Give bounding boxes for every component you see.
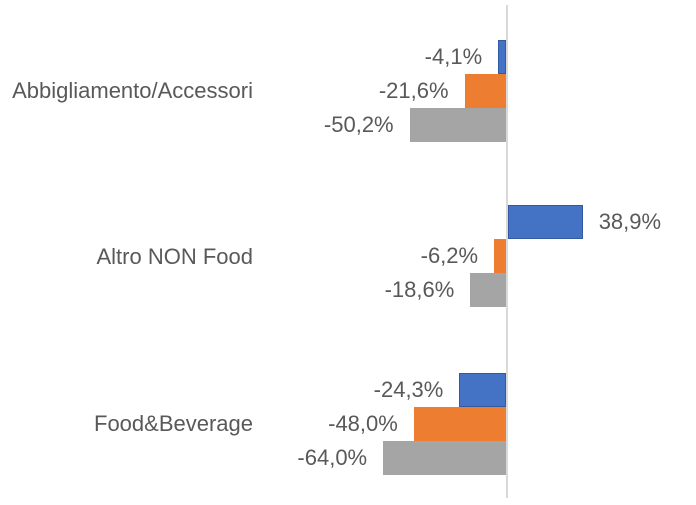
data-label-series-blue-3: -24,3% [373,377,444,402]
category-axis-line [506,5,508,498]
bar-series-gray-2 [470,273,506,307]
bar-series-orange-3 [413,407,506,441]
category-label-food-beverage: Food&Beverage [94,411,253,436]
bar-series-blue-1 [498,40,506,74]
data-label-series-blue-1: -4,1% [424,44,483,69]
data-label-series-orange-2: -6,2% [420,243,479,268]
bar-series-blue-3 [459,373,506,407]
category-label-altro-non-food: Altro NON Food [96,244,254,269]
data-label-series-gray-3: -64,0% [297,445,368,470]
data-label-series-blue-2: 38,9% [598,209,662,234]
bar-series-blue-2 [508,205,583,239]
bar-series-gray-3 [383,441,506,475]
category-label-abbigliamento-accessori: Abbigliamento/Accessori [12,78,253,103]
data-label-series-orange-1: -21,6% [378,78,449,103]
data-label-series-gray-2: -18,6% [384,277,455,302]
data-label-series-orange-3: -48,0% [328,411,398,436]
bar-series-orange-1 [464,74,506,108]
bar-series-gray-1 [409,108,506,142]
bar-series-orange-2 [494,239,506,273]
data-label-series-gray-1: -50,2% [323,112,394,137]
